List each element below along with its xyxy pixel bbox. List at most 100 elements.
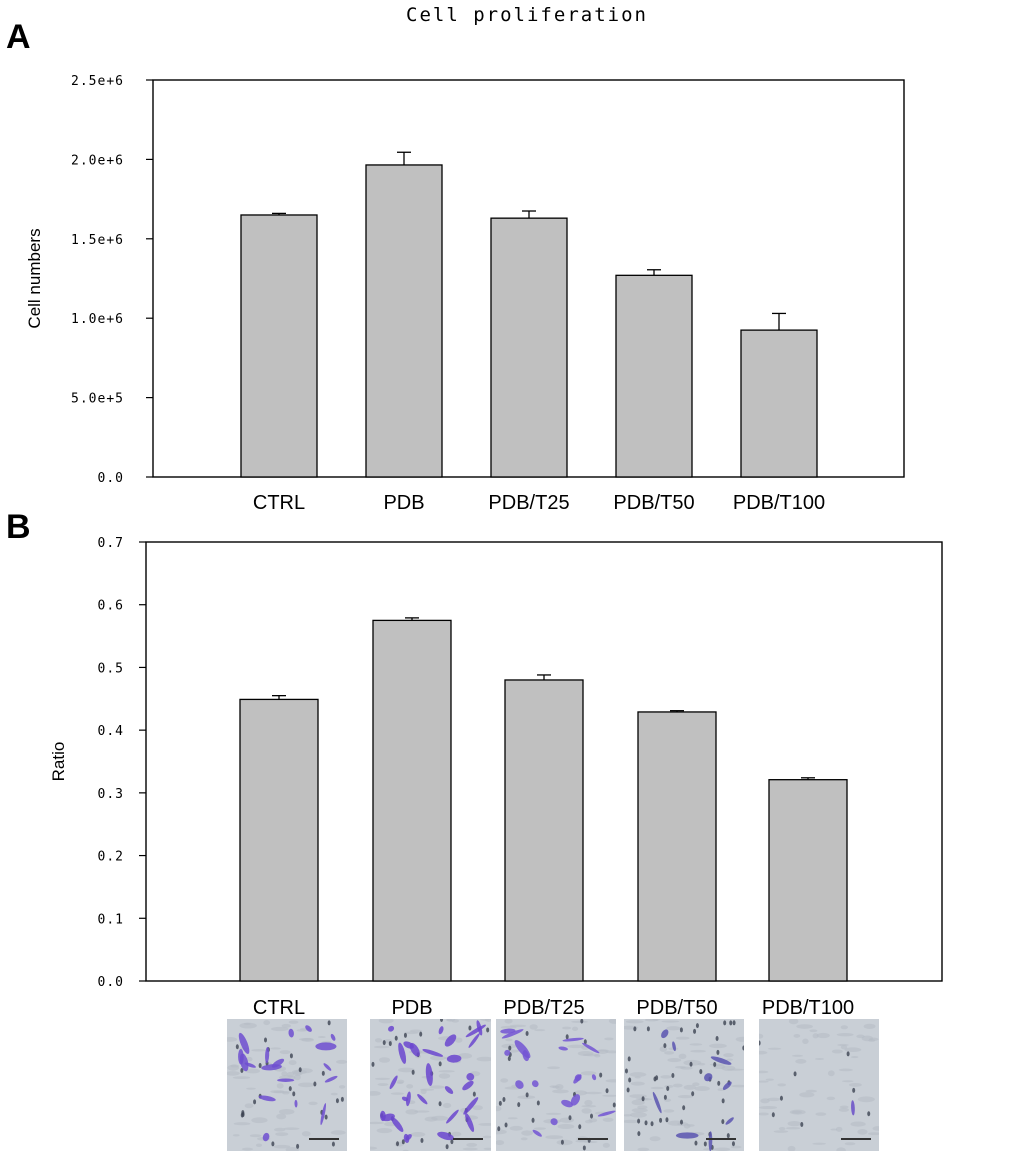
texture-mark — [410, 1132, 426, 1137]
texture-mark — [241, 1147, 254, 1151]
texture-mark — [390, 1092, 405, 1095]
stained-cell — [570, 1094, 581, 1106]
nucleus-dot — [641, 1096, 645, 1102]
stained-cell — [330, 1033, 336, 1041]
nucleus-dot — [450, 1139, 454, 1145]
texture-mark — [376, 1127, 393, 1134]
nucleus-dot — [403, 1032, 407, 1038]
nucleus-dot — [388, 1041, 392, 1047]
texture-mark — [678, 1053, 687, 1060]
texture-mark — [624, 1114, 633, 1117]
texture-mark — [767, 1047, 782, 1050]
texture-mark — [795, 1059, 807, 1064]
texture-mark — [547, 1066, 561, 1070]
texture-mark — [299, 1038, 314, 1041]
texture-mark — [301, 1131, 311, 1137]
nucleus-dot — [793, 1071, 797, 1077]
stained-cell — [515, 1080, 524, 1089]
texture-mark — [836, 1032, 854, 1037]
texture-mark — [545, 1135, 564, 1140]
stained-cell — [398, 1042, 407, 1064]
nucleus-dot — [666, 1085, 670, 1091]
chart-b-y-tick-label: 0.0 — [98, 975, 124, 990]
texture-mark — [631, 1108, 648, 1113]
chart-a-y-tick-label: 0.0 — [98, 471, 124, 486]
stained-cell — [238, 1032, 250, 1054]
nucleus-dot — [420, 1138, 424, 1144]
nucleus-dot — [867, 1111, 871, 1117]
nucleus-dot — [258, 1063, 262, 1069]
texture-mark — [583, 1141, 598, 1144]
nucleus-dot — [331, 1141, 335, 1147]
stained-cell — [438, 1026, 444, 1035]
texture-mark — [545, 1112, 562, 1115]
nucleus-dot — [396, 1141, 400, 1147]
nucleus-dot — [612, 1102, 616, 1108]
micrograph-pdb-t50 — [624, 1019, 744, 1151]
panel-label-b: B — [6, 508, 31, 546]
nucleus-dot — [525, 1092, 529, 1098]
texture-mark — [556, 1139, 573, 1146]
texture-mark — [709, 1043, 727, 1049]
stained-cell — [403, 1133, 410, 1143]
texture-mark — [857, 1128, 868, 1135]
stained-cell — [391, 1116, 404, 1132]
texture-mark — [552, 1085, 560, 1089]
stained-cell — [388, 1025, 395, 1032]
texture-mark — [830, 1128, 838, 1131]
texture-mark — [759, 1070, 769, 1074]
nucleus-dot — [565, 1034, 569, 1040]
texture-mark — [406, 1084, 414, 1089]
texture-mark — [850, 1056, 859, 1059]
chart-b-category-label: PDB/T50 — [636, 997, 717, 1019]
micrograph-pdb — [370, 1019, 491, 1151]
texture-mark — [529, 1024, 538, 1030]
nucleus-dot — [679, 1119, 683, 1125]
nucleus-dot — [440, 1019, 444, 1022]
texture-mark — [759, 1080, 769, 1083]
chart-b-bar — [372, 619, 452, 982]
stained-cell — [244, 1062, 256, 1068]
texture-mark — [402, 1149, 409, 1151]
micrograph-image — [227, 1020, 347, 1151]
nucleus-dot — [298, 1067, 302, 1073]
texture-mark — [281, 1023, 291, 1028]
nucleus-dot — [504, 1122, 508, 1128]
texture-mark — [454, 1037, 463, 1043]
chart-b: 0.0 0.1 0.2 0.3 0.4 0.5 0.6 0.7 Ratio CTRL PDB PDB/… — [49, 536, 943, 1019]
texture-mark — [370, 1091, 381, 1096]
texture-mark — [466, 1142, 478, 1147]
nucleus-dot — [852, 1087, 856, 1093]
texture-mark — [227, 1036, 238, 1042]
texture-mark — [785, 1127, 801, 1130]
nucleus-dot — [498, 1100, 502, 1106]
texture-mark — [482, 1135, 491, 1139]
stained-cell — [324, 1075, 338, 1083]
texture-mark — [559, 1117, 574, 1123]
stained-cell — [417, 1094, 428, 1105]
stained-cell — [531, 1080, 539, 1088]
chart-b-y-tick-label: 0.2 — [98, 850, 124, 865]
texture-mark — [308, 1101, 318, 1106]
chart-b-y-tick-label: 0.3 — [98, 787, 124, 802]
texture-mark — [273, 1144, 291, 1149]
nucleus-dot — [691, 1091, 695, 1097]
texture-mark — [838, 1107, 850, 1112]
texture-mark — [317, 1036, 326, 1039]
texture-mark — [581, 1108, 592, 1114]
texture-mark — [244, 1103, 254, 1109]
nucleus-dot — [693, 1028, 697, 1034]
stained-cell — [258, 1095, 276, 1102]
texture-mark — [472, 1105, 483, 1111]
chart-b-y-tick-label: 0.5 — [98, 661, 124, 676]
stained-cell — [315, 1042, 337, 1051]
stained-cell — [294, 1099, 298, 1108]
texture-mark — [638, 1098, 653, 1101]
texture-mark — [660, 1075, 672, 1079]
texture-mark — [373, 1045, 390, 1049]
stained-cell — [675, 1132, 699, 1139]
texture-mark — [608, 1019, 616, 1024]
texture-mark — [850, 1121, 866, 1127]
nucleus-dot — [731, 1141, 735, 1147]
texture-mark — [863, 1023, 876, 1029]
